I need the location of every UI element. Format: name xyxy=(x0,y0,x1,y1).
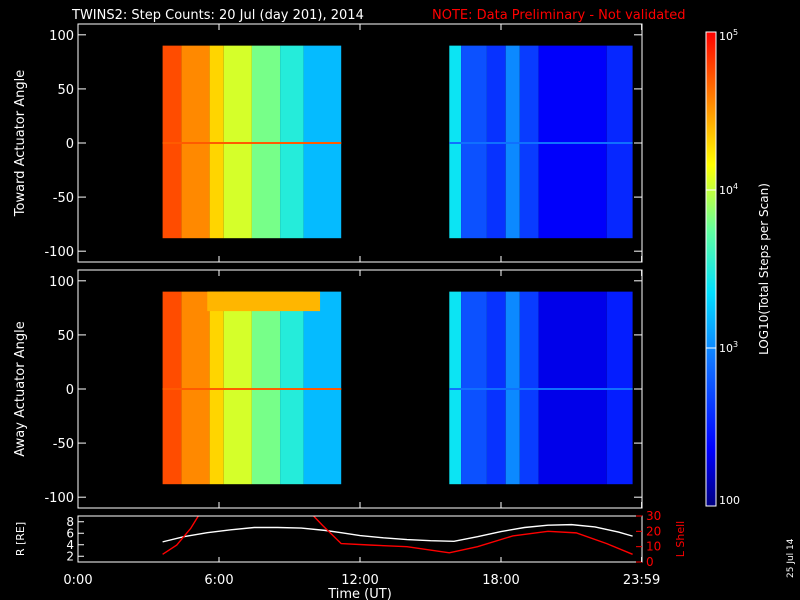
heatmap-column xyxy=(303,291,342,485)
colorbar-gradient xyxy=(705,31,717,507)
heatmap-column xyxy=(606,291,633,485)
heatmap-column xyxy=(209,45,224,239)
heatmap-column xyxy=(538,291,607,485)
y-axis-label: Toward Actuator Angle xyxy=(13,70,28,217)
x-tick-label: 18:00 xyxy=(482,573,519,588)
heatmap-column xyxy=(505,291,520,485)
heatmap-column xyxy=(251,45,281,239)
panel-away: 100 50 0 -50 -100 Away Actuator Angle xyxy=(13,269,643,509)
heatmap-column xyxy=(486,45,506,239)
heatmap-column xyxy=(606,45,633,239)
y-tick-label: -50 xyxy=(53,191,74,206)
y2-axis-label: L Shell xyxy=(674,521,687,557)
y-tick-label: 0 xyxy=(66,383,74,398)
y2-tick-label: 30 xyxy=(646,509,661,523)
panel-frame xyxy=(77,515,643,563)
y-tick-label: 50 xyxy=(57,329,74,344)
series-r-line xyxy=(162,523,633,543)
heatmap-column xyxy=(181,291,210,485)
heatmap-column xyxy=(519,45,539,239)
heatmap-column xyxy=(538,45,607,239)
y-tick-label: 4 xyxy=(66,538,74,552)
series-lshell-line xyxy=(162,516,633,555)
y-tick-label: 100 xyxy=(49,275,74,290)
heatmap-column xyxy=(519,291,539,485)
y-tick-label: 6 xyxy=(66,526,74,540)
heatmap-column xyxy=(209,291,224,485)
y-tick-label: -100 xyxy=(44,491,74,506)
heatmap-column xyxy=(449,45,462,239)
y2-tick-label: 20 xyxy=(646,524,661,538)
colorbar-tick-label: 100 xyxy=(719,494,740,507)
y-tick-label: 0 xyxy=(66,137,74,152)
heatmap-column xyxy=(486,291,506,485)
heatmap-column xyxy=(280,45,304,239)
colorbar-tick-label: 103 xyxy=(719,340,738,355)
colorbar-tick-label: 105 xyxy=(719,28,738,43)
heatmap-column xyxy=(505,45,520,239)
heatmap-feature xyxy=(207,291,321,312)
heatmap-column xyxy=(251,291,281,485)
heatmap-column xyxy=(461,45,487,239)
panel-toward: 100 50 0 -50 -100 Toward Actuator Angle xyxy=(13,23,643,263)
y-tick-label: -100 xyxy=(44,245,74,260)
heatmap-column xyxy=(162,291,182,485)
chart-title: TWINS2: Step Counts: 20 Jul (day 201), 2… xyxy=(72,8,364,23)
y2-tick-label: 0 xyxy=(646,555,654,569)
y-axis-label: R [RE] xyxy=(14,522,27,556)
x-tick-label: 6:00 xyxy=(204,573,233,588)
heatmap-column xyxy=(303,45,342,239)
y2-tick-label: 10 xyxy=(646,540,661,554)
x-tick-label: 12:00 xyxy=(341,573,378,588)
y-tick-label: 2 xyxy=(66,549,74,563)
title-note: NOTE: Data Preliminary - Not validated xyxy=(432,8,686,23)
x-tick-label: 0:00 xyxy=(63,573,92,588)
colorbar-tick-label: 104 xyxy=(719,182,738,197)
y-tick-label: 50 xyxy=(57,83,74,98)
y-axis-label: Away Actuator Angle xyxy=(13,321,28,456)
heatmap-column xyxy=(223,45,252,239)
heatmap-column xyxy=(162,45,182,239)
y-tick-label: 8 xyxy=(66,515,74,529)
colorbar: 105 104 103 100 LOG10(Total Steps per Scan) xyxy=(705,28,771,507)
heatmap-column xyxy=(280,291,304,485)
x-axis-label: Time (UT) xyxy=(327,587,392,600)
colorbar-label: LOG10(Total Steps per Scan) xyxy=(757,183,771,355)
y-tick-label: 100 xyxy=(49,29,74,44)
heatmap-column xyxy=(181,45,210,239)
x-tick-label: 23:59 xyxy=(623,573,660,588)
y-tick-label: -50 xyxy=(53,437,74,452)
heatmap-column xyxy=(223,291,252,485)
heatmap-column xyxy=(449,291,462,485)
heatmap-column xyxy=(461,291,487,485)
